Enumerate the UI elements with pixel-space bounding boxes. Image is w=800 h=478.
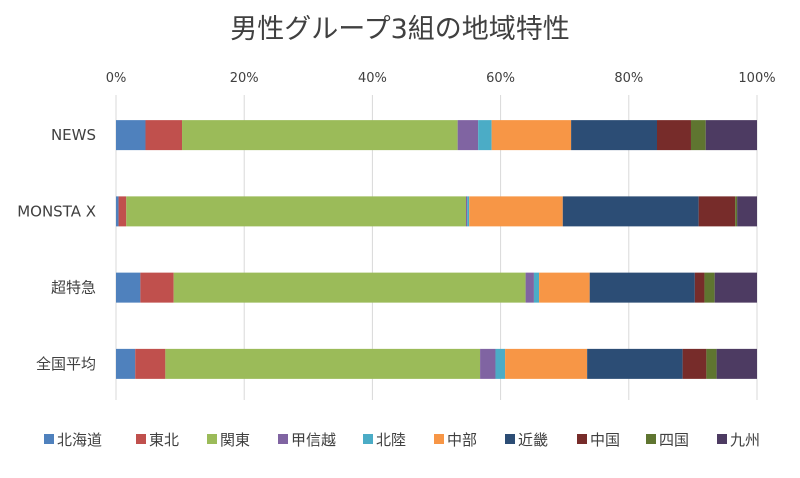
bar-segment bbox=[118, 196, 127, 227]
x-tick-label: 80% bbox=[614, 71, 643, 86]
bar-segment bbox=[539, 272, 590, 303]
bar-segment bbox=[116, 196, 119, 227]
legend-swatch bbox=[136, 434, 146, 444]
legend-label: 九州 bbox=[730, 431, 760, 449]
bar-segment bbox=[457, 120, 479, 151]
category-label: 超特急 bbox=[51, 279, 96, 297]
legend-label: 近畿 bbox=[518, 431, 548, 449]
chart-title: 男性グループ3組の地域特性 bbox=[230, 14, 570, 45]
bar-segment bbox=[480, 348, 496, 379]
bar-segment bbox=[587, 348, 683, 379]
legend-label: 中国 bbox=[590, 431, 620, 449]
bar-segment bbox=[533, 272, 540, 303]
bar-segment bbox=[165, 348, 481, 379]
bar-segment bbox=[704, 272, 715, 303]
bar-segment bbox=[465, 196, 468, 227]
legend-label: 北海道 bbox=[57, 431, 102, 449]
bar-segment bbox=[735, 196, 738, 227]
bar-segment bbox=[589, 272, 695, 303]
legend-swatch bbox=[717, 434, 727, 444]
bar-segment bbox=[705, 120, 757, 151]
x-tick-label: 100% bbox=[738, 71, 775, 86]
legend-label: 東北 bbox=[149, 431, 179, 449]
legend-swatch bbox=[278, 434, 288, 444]
bar-segment bbox=[182, 120, 458, 151]
bar-segment bbox=[467, 196, 470, 227]
legend-label: 四国 bbox=[659, 431, 689, 449]
legend-swatch bbox=[207, 434, 217, 444]
legend-swatch bbox=[363, 434, 373, 444]
x-tick-label: 0% bbox=[106, 71, 127, 86]
bar-segment bbox=[469, 196, 563, 227]
bar-segment bbox=[505, 348, 588, 379]
bar-segment bbox=[706, 348, 717, 379]
bar-segment bbox=[126, 196, 466, 227]
bar-segment bbox=[690, 120, 706, 151]
bar-segment bbox=[698, 196, 736, 227]
bar-segment bbox=[116, 348, 136, 379]
bar-segment bbox=[135, 348, 166, 379]
bar-segment bbox=[116, 272, 141, 303]
bar-segment bbox=[495, 348, 506, 379]
x-tick-label: 20% bbox=[230, 71, 259, 86]
bar-segment bbox=[525, 272, 534, 303]
legend-swatch bbox=[577, 434, 587, 444]
bar-segment bbox=[737, 196, 757, 227]
legend-label: 甲信越 bbox=[291, 431, 336, 449]
bar-segment bbox=[694, 272, 705, 303]
category-label: MONSTA X bbox=[17, 202, 96, 220]
legend-swatch bbox=[44, 434, 54, 444]
bar-segment bbox=[140, 272, 174, 303]
bar-segment bbox=[716, 348, 757, 379]
legend-label: 中部 bbox=[447, 431, 477, 449]
bar-segment bbox=[657, 120, 691, 151]
bar-segment bbox=[571, 120, 658, 151]
bar-segment bbox=[714, 272, 757, 303]
x-tick-label: 40% bbox=[358, 71, 387, 86]
bar-segment bbox=[491, 120, 572, 151]
legend-label: 北陸 bbox=[376, 431, 406, 449]
x-tick-label: 60% bbox=[486, 71, 515, 86]
legend-swatch bbox=[434, 434, 444, 444]
bar-segment bbox=[173, 272, 526, 303]
bar-segment bbox=[478, 120, 492, 151]
bar-segment bbox=[116, 120, 146, 151]
bar-segment bbox=[682, 348, 707, 379]
bar-segment bbox=[562, 196, 699, 227]
bar-segment bbox=[145, 120, 183, 151]
category-label: 全国平均 bbox=[36, 355, 96, 373]
legend-swatch bbox=[505, 434, 515, 444]
legend-swatch bbox=[646, 434, 656, 444]
legend-label: 関東 bbox=[220, 431, 250, 449]
category-label: NEWS bbox=[51, 126, 96, 144]
